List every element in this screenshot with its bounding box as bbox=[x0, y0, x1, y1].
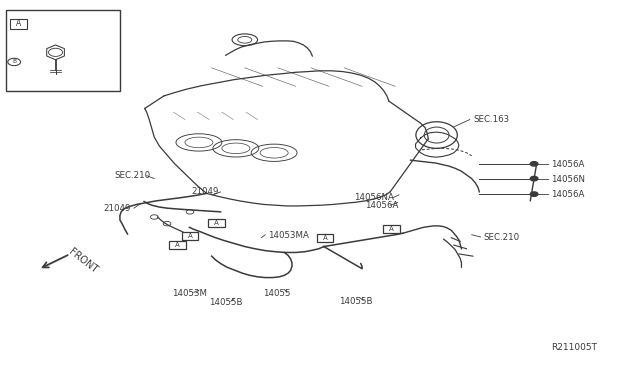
Text: SEC.163: SEC.163 bbox=[473, 115, 509, 124]
Text: 14056NA: 14056NA bbox=[355, 193, 394, 202]
Text: SEC.210: SEC.210 bbox=[115, 171, 151, 180]
Text: B: B bbox=[12, 60, 16, 64]
Text: R211005T: R211005T bbox=[550, 343, 596, 352]
Text: A: A bbox=[214, 220, 219, 226]
Text: SEC.210: SEC.210 bbox=[483, 233, 519, 242]
Text: 14055: 14055 bbox=[262, 289, 290, 298]
Circle shape bbox=[531, 192, 538, 196]
FancyBboxPatch shape bbox=[383, 225, 399, 233]
FancyBboxPatch shape bbox=[317, 234, 333, 242]
Text: 14053M: 14053M bbox=[172, 289, 207, 298]
Text: A: A bbox=[389, 226, 394, 232]
Circle shape bbox=[531, 161, 538, 166]
Text: A: A bbox=[188, 233, 193, 239]
Text: 14055B: 14055B bbox=[339, 297, 372, 306]
Text: 14056A: 14056A bbox=[550, 190, 584, 199]
FancyBboxPatch shape bbox=[169, 241, 186, 249]
Text: A: A bbox=[323, 235, 328, 241]
Bar bbox=[6, 10, 120, 92]
Text: A: A bbox=[175, 242, 180, 248]
Text: 14053MA: 14053MA bbox=[268, 231, 308, 240]
Text: 14056A: 14056A bbox=[365, 201, 398, 210]
Text: FRONT: FRONT bbox=[67, 247, 99, 276]
FancyBboxPatch shape bbox=[209, 219, 225, 227]
Text: 081A8-6121A: 081A8-6121A bbox=[36, 57, 95, 67]
Bar bbox=[10, 19, 27, 29]
Text: 21049: 21049 bbox=[191, 187, 219, 196]
Text: 14056N: 14056N bbox=[550, 175, 585, 184]
Circle shape bbox=[531, 176, 538, 181]
Text: 14055B: 14055B bbox=[209, 298, 243, 307]
FancyBboxPatch shape bbox=[182, 232, 198, 240]
Text: A: A bbox=[16, 19, 21, 28]
Text: 14056A: 14056A bbox=[550, 160, 584, 169]
Text: 21049: 21049 bbox=[103, 203, 131, 213]
